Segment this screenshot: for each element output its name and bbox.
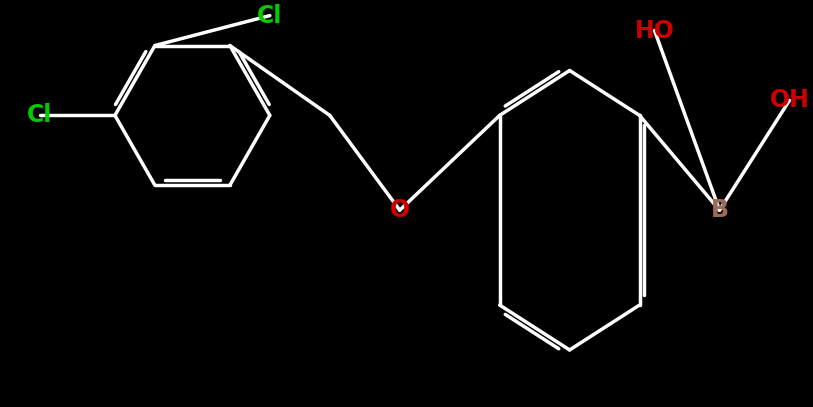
Text: OH: OH bbox=[770, 88, 810, 112]
Text: O: O bbox=[389, 198, 410, 222]
Text: HO: HO bbox=[635, 19, 675, 43]
Text: Cl: Cl bbox=[257, 4, 282, 28]
Text: Cl: Cl bbox=[28, 103, 53, 127]
Text: B: B bbox=[711, 198, 728, 222]
